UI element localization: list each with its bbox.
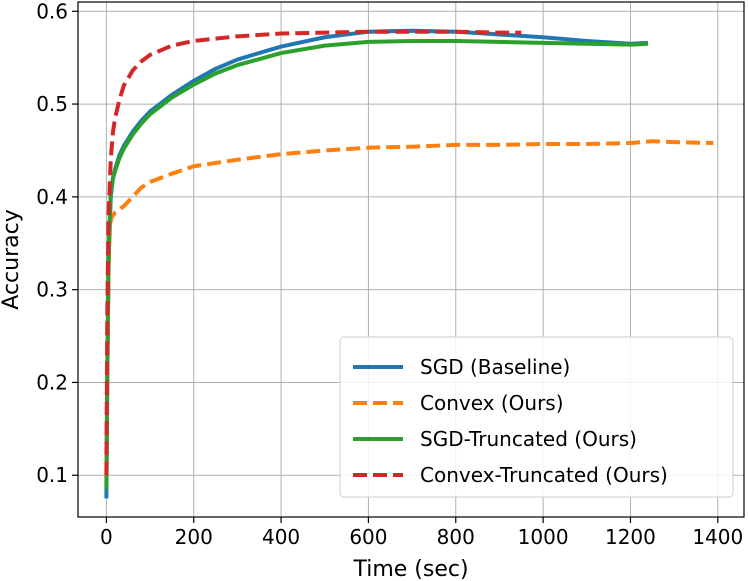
plot-frame <box>77 1 745 518</box>
x-tick-label: 1400 <box>692 525 743 549</box>
x-tick-label: 200 <box>175 525 213 549</box>
y-tick-label: 0.4 <box>36 185 68 209</box>
x-tick-label: 0 <box>100 525 113 549</box>
legend-label-convex-ours: Convex (Ours) <box>420 391 564 415</box>
y-tick-label: 0.5 <box>36 92 68 116</box>
grid <box>78 2 744 517</box>
y-tick-label: 0.2 <box>36 370 68 394</box>
x-tick-label: 600 <box>349 525 387 549</box>
x-tick-label: 800 <box>437 525 475 549</box>
legend-box <box>339 336 734 498</box>
y-axis-label: Accuracy <box>0 209 24 309</box>
series-layer <box>104 28 714 499</box>
series-line-sgd-truncated-ours <box>104 38 649 490</box>
legend-label-convex-truncated-ours: Convex-Truncated (Ours) <box>420 463 668 487</box>
y-tick-label: 0.3 <box>36 278 68 302</box>
x-tick-label: 1200 <box>605 525 656 549</box>
y-tick-label: 0.1 <box>36 463 68 487</box>
x-tick-label: 400 <box>262 525 300 549</box>
legend-label-sgd-truncated-ours: SGD-Truncated (Ours) <box>420 427 637 451</box>
x-axis-label: Time (sec) <box>352 557 468 581</box>
legend-label-sgd-baseline: SGD (Baseline) <box>420 355 570 379</box>
ticks: 0 200 400 600 800 1000 1200 1400 0.1 0.2 0.3 0.4 0.5… <box>36 0 743 549</box>
x-tick-label: 1000 <box>518 525 569 549</box>
series-line-convex-truncated-ours <box>104 29 522 476</box>
legend: SGD (Baseline) Convex (Ours) SGD-Truncated… <box>339 336 734 498</box>
y-tick-label: 0.6 <box>36 0 68 23</box>
